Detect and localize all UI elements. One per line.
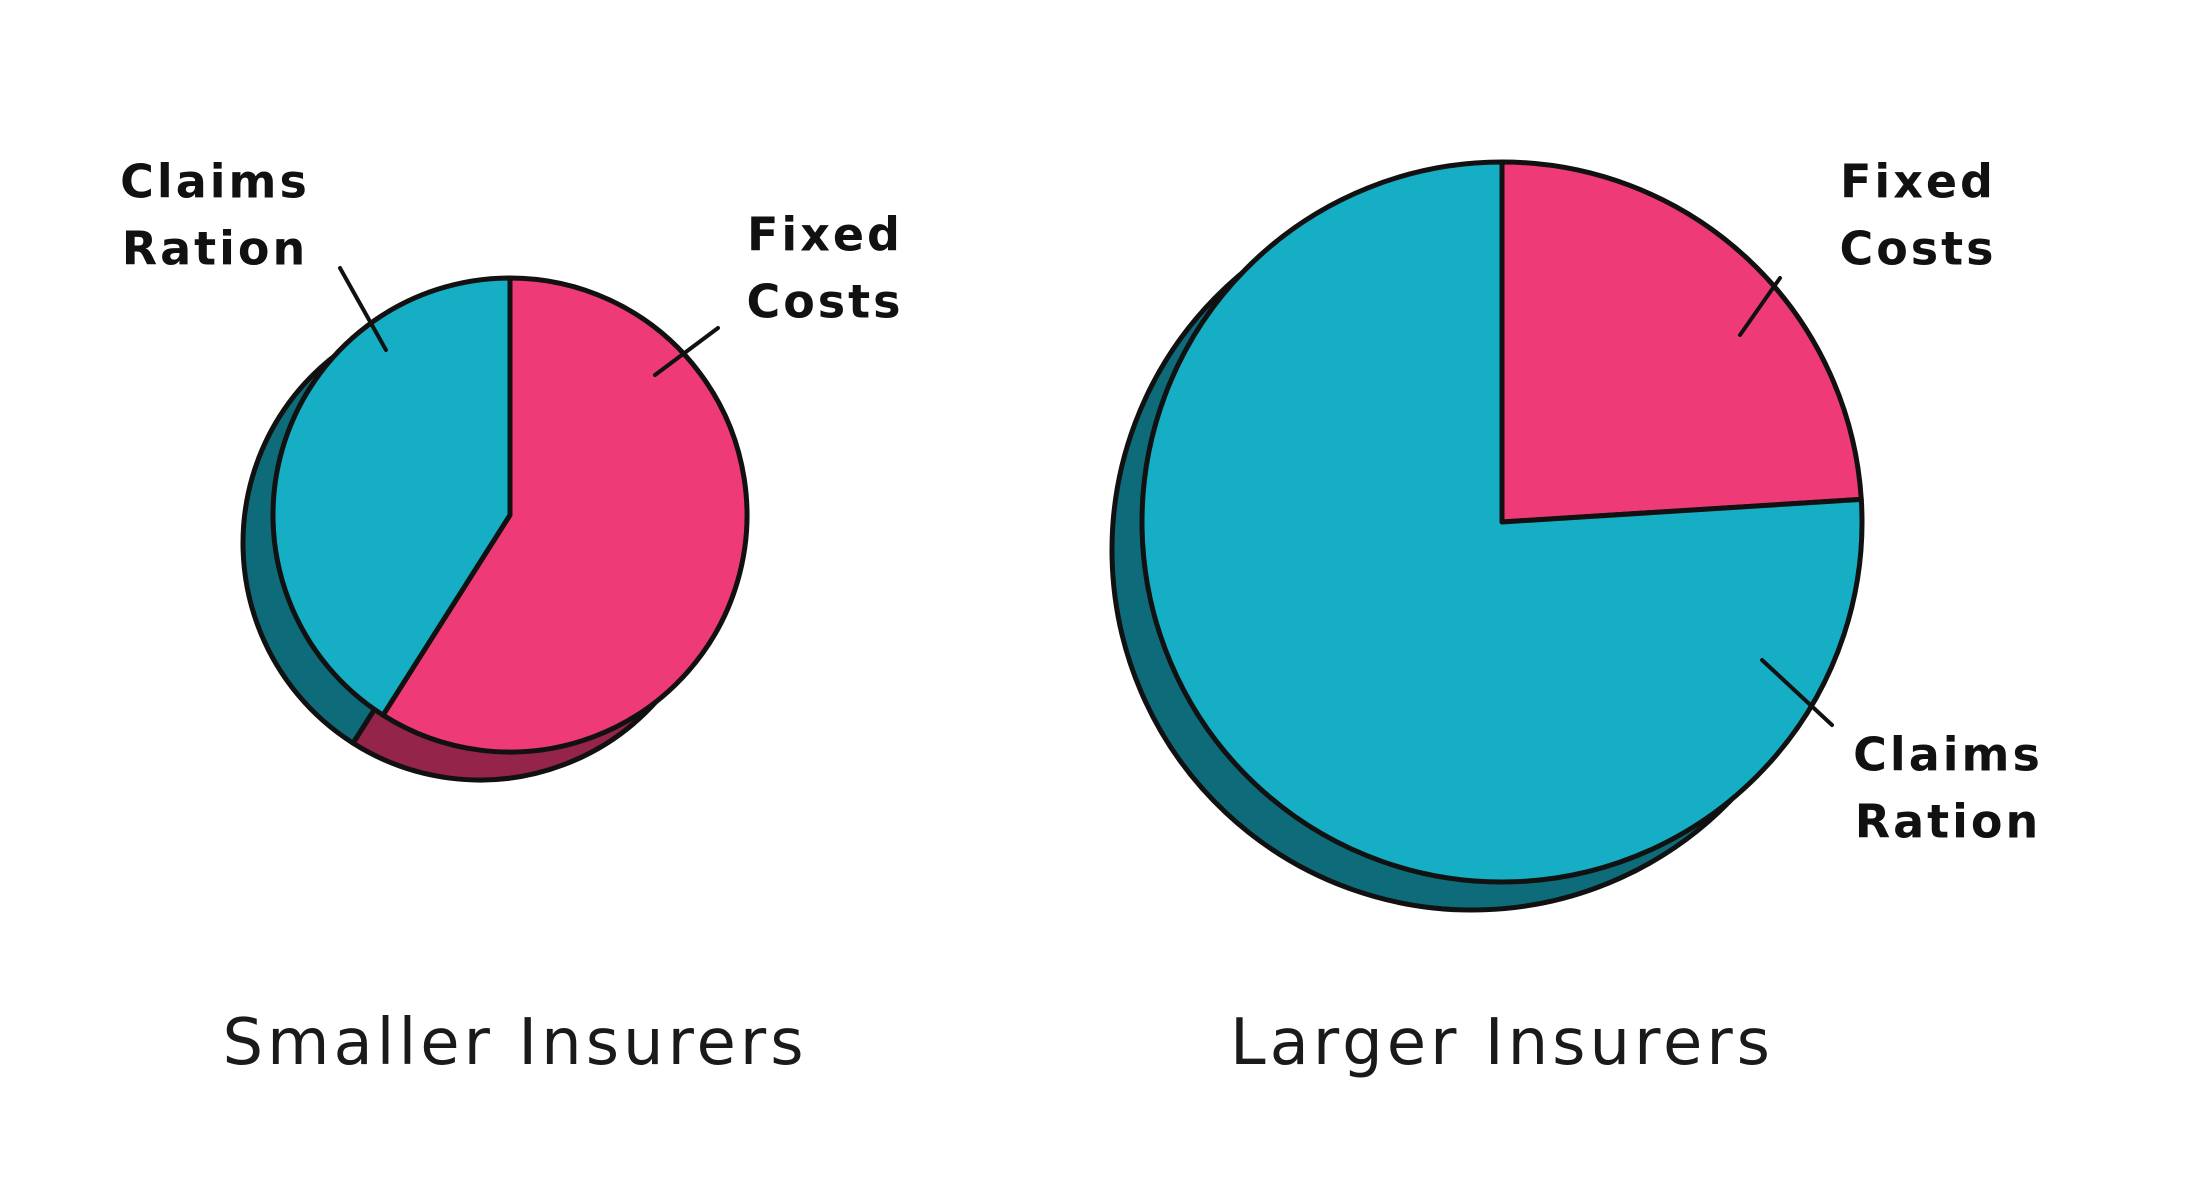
leader-line xyxy=(1760,658,1834,727)
leader-line xyxy=(338,266,388,352)
pie-slice xyxy=(1499,159,1864,525)
slice-label: Claims Ration xyxy=(1853,727,2043,848)
pie-slice xyxy=(270,275,513,718)
slice-label: Fixed Costs xyxy=(1839,154,1997,275)
pie-slice xyxy=(380,275,750,755)
pie-slice xyxy=(1139,159,1865,885)
slice-label: Claims Ration xyxy=(120,154,310,275)
leader-line xyxy=(1738,276,1782,337)
chart-title: Smaller Insurers xyxy=(222,1006,808,1080)
chart-title: Larger Insurers xyxy=(1230,1006,1774,1080)
slice-label: Fixed Costs xyxy=(746,207,904,328)
leader-line xyxy=(653,326,720,377)
